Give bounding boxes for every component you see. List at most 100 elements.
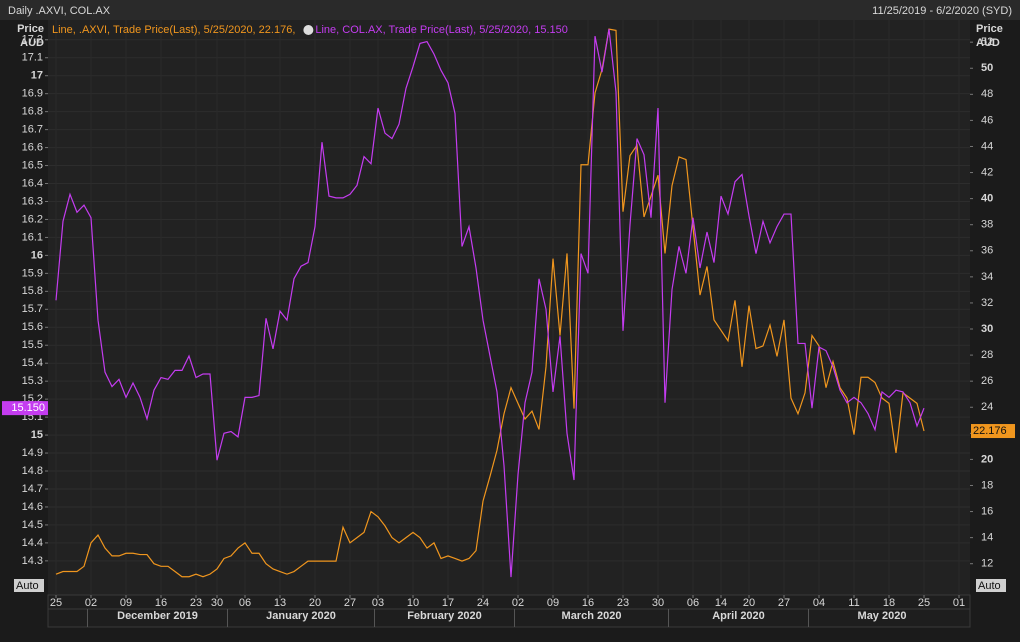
last-value-label: 22.176 (973, 425, 1007, 437)
y2-tick-label: 50 (981, 62, 993, 74)
x-tick-label: 13 (274, 597, 286, 609)
y-tick-label: 15.8 (22, 285, 43, 297)
y-tick-label: 16.1 (22, 231, 43, 243)
month-label: February 2020 (407, 610, 482, 622)
y-tick-label: 14.5 (22, 519, 43, 531)
y2-tick-label: 40 (981, 193, 993, 205)
month-label: April 2020 (712, 610, 765, 622)
month-label: May 2020 (858, 610, 907, 622)
x-tick-label: 16 (582, 597, 594, 609)
series-line (55, 28, 925, 578)
x-tick-label: 24 (477, 597, 489, 609)
legend-icon (303, 25, 314, 35)
y2-tick-label: 14 (981, 532, 993, 544)
last-value-box (2, 401, 48, 416)
x-tick-label: 14 (715, 597, 727, 609)
auto-button-label[interactable]: Auto (16, 580, 39, 592)
y2-tick-label: 32 (981, 297, 993, 309)
y2-tick-label: 24 (981, 401, 993, 413)
y-tick-label: 14.6 (22, 501, 43, 513)
y-tick-label: 15.7 (22, 303, 43, 315)
y-tick-label: 16.6 (22, 141, 43, 153)
header-bar (0, 0, 1020, 20)
last-value-box (971, 424, 1015, 439)
y2-tick-label: 20 (981, 453, 993, 465)
month-label: December 2019 (117, 610, 198, 622)
x-tick-label: 09 (547, 597, 559, 609)
y-tick-label: 15.4 (22, 357, 43, 369)
y-axis-unit: AUD (20, 37, 44, 49)
x-tick-label: 20 (743, 597, 755, 609)
auto-button-label[interactable]: Auto (978, 580, 1001, 592)
y2-tick-label: 28 (981, 349, 993, 361)
y-tick-label: 16.9 (22, 88, 43, 100)
y-tick-label: 15.9 (22, 267, 43, 279)
y2-axis-unit: AUD (976, 37, 1000, 49)
x-tick-label: 30 (652, 597, 664, 609)
x-tick-label: 01 (953, 597, 965, 609)
x-tick-label: 27 (778, 597, 790, 609)
legend-entry: Line, .AXVI, Trade Price(Last), 5/25/202… (52, 24, 295, 36)
y2-tick-label: 26 (981, 375, 993, 387)
y-tick-label: 16.4 (22, 177, 43, 189)
x-tick-label: 02 (85, 597, 97, 609)
x-tick-label: 11 (848, 597, 859, 609)
x-tick-label: 06 (687, 597, 699, 609)
x-tick-label: 03 (372, 597, 384, 609)
x-tick-label: 25 (918, 597, 930, 609)
x-tick-label: 04 (813, 597, 825, 609)
auto-button[interactable] (976, 579, 1006, 592)
month-label: January 2020 (266, 610, 336, 622)
y-tick-label: 14.3 (22, 555, 43, 567)
y-tick-label: 16.5 (22, 159, 43, 171)
y-tick-label: 14.7 (22, 483, 43, 495)
x-tick-label: 23 (190, 597, 202, 609)
y2-tick-label: 48 (981, 88, 993, 100)
y2-axis-label: Price (976, 23, 1003, 35)
y2-tick-label: 46 (981, 114, 993, 126)
y2-tick-label: 12 (981, 558, 993, 570)
chart-title: Daily .AXVI, COL.AX (8, 5, 111, 17)
x-axis-area (47, 594, 971, 628)
last-value-label: 15.150 (11, 402, 45, 414)
y-tick-label: 17 (31, 70, 43, 82)
x-tick-label: 23 (617, 597, 629, 609)
y-tick-label: 16 (31, 249, 43, 261)
series-line (55, 28, 925, 578)
auto-button[interactable] (14, 579, 44, 592)
y-tick-label: 15.5 (22, 339, 43, 351)
y2-tick-label: 16 (981, 505, 993, 517)
x-tick-label: 17 (442, 597, 454, 609)
x-tick-label: 30 (211, 597, 223, 609)
x-tick-label: 27 (344, 597, 356, 609)
x-tick-label: 20 (309, 597, 321, 609)
x-tick-label: 02 (512, 597, 524, 609)
x-tick-label: 10 (407, 597, 419, 609)
y-tick-label: 16.8 (22, 106, 43, 118)
y-tick-label: 15.3 (22, 375, 43, 387)
y-tick-label: 14.8 (22, 465, 43, 477)
y2-tick-label: 52 (981, 36, 993, 48)
y2-tick-label: 38 (981, 219, 993, 231)
y2-tick-label: 30 (981, 323, 993, 335)
plot-area (48, 20, 970, 595)
x-tick-label: 09 (120, 597, 132, 609)
y2-tick-label: 18 (981, 479, 993, 491)
y-tick-label: 16.2 (22, 213, 43, 225)
y2-tick-label: 36 (981, 245, 993, 257)
y2-tick-label: 42 (981, 166, 993, 178)
x-tick-label: 16 (155, 597, 167, 609)
y-tick-label: 16.3 (22, 195, 43, 207)
x-tick-label: 25 (50, 597, 62, 609)
x-tick-label: 18 (883, 597, 895, 609)
month-label: March 2020 (562, 610, 622, 622)
y2-tick-label: 44 (981, 140, 993, 152)
y-axis-label: Price (17, 23, 44, 35)
date-range: 11/25/2019 - 6/2/2020 (SYD) (872, 5, 1012, 17)
y-tick-label: 15.6 (22, 321, 43, 333)
y-tick-label: 16.7 (22, 124, 43, 136)
y-tick-label: 14.9 (22, 447, 43, 459)
x-tick-label: 06 (239, 597, 251, 609)
y-tick-label: 15 (31, 429, 43, 441)
